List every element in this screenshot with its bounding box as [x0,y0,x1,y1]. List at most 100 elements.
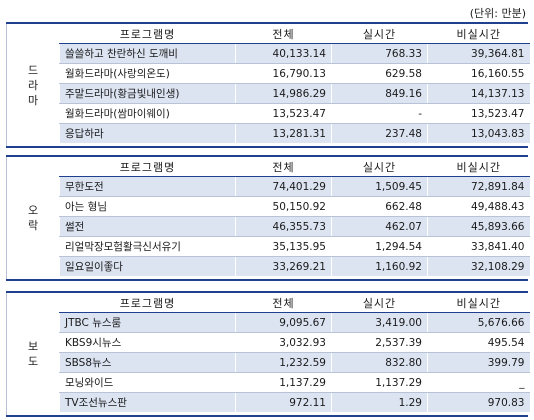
program-name-cell: 일요일이좋다 [59,256,236,276]
value-cell: 972.11 [235,392,332,412]
value-cell: 3,419.00 [331,312,428,333]
category-cell: 오락 [7,157,59,279]
value-cell: _ [427,372,530,393]
value-cell: 768.33 [331,43,428,64]
table-row: 응답하라 13,281.31 237.48 13,043.83 [59,123,530,143]
value-cell: 49,488.43 [427,196,530,217]
program-name-cell: 썰전 [59,216,236,237]
value-cell: 33,269.21 [235,256,332,276]
value-cell: 1,137.29 [235,372,332,393]
value-cell: 35,135.95 [235,236,332,257]
value-cell: 50,150.92 [235,196,332,217]
category-cell: 드라마 [7,24,59,146]
value-cell: 970.83 [427,392,530,412]
value-cell: 495.54 [427,332,530,353]
unit-label: (단위: 만분) [469,7,526,20]
table-row: TV조선뉴스판 972.11 1.29 970.83 [59,392,530,412]
program-name-cell: 리얼막장모험활극신서유기 [59,236,236,257]
column-header: 프로그램명 [59,293,236,313]
table-header-row: 프로그램명 전체 실시간 비실시간 [59,24,530,44]
program-name-cell: 월화드라마(쌈마이웨이) [59,103,236,124]
value-cell: 16,160.55 [427,63,530,84]
program-table: 프로그램명 전체 실시간 비실시간 무한도전 74,401.29 1,509.45 72,89… [59,157,530,276]
column-header: 실시간 [331,293,428,313]
value-cell: 1,294.54 [331,236,428,257]
value-cell: 14,986.29 [235,83,332,104]
category-label: 오락 [27,204,39,232]
value-cell: 662.48 [331,196,428,217]
column-header: 비실시간 [427,293,530,313]
program-name-cell: KBS9시뉴스 [59,332,236,353]
value-cell: 3,032.93 [235,332,332,353]
program-name-cell: SBS8뉴스 [59,352,236,373]
value-cell: 629.58 [331,63,428,84]
column-header: 비실시간 [427,157,530,177]
table-row: SBS8뉴스 1,232.59 832.80 399.79 [59,352,530,373]
column-header: 실시간 [331,24,428,44]
column-header: 전체 [235,293,332,313]
value-cell: 14,137.13 [427,83,530,104]
table-row: 썰전 46,355.73 462.07 45,893.66 [59,216,530,237]
column-header: 전체 [235,24,332,44]
table-row: 무한도전 74,401.29 1,509.45 72,891.84 [59,176,530,197]
column-header: 실시간 [331,157,428,177]
column-header: 프로그램명 [59,24,236,44]
table-row: 주말드라마(황금빛내인생) 14,986.29 849.16 14,137.13 [59,83,530,104]
value-cell: - [331,103,428,124]
program-name-cell: 월화드라마(사랑의온도) [59,63,236,84]
value-cell: 40,133.14 [235,43,332,64]
column-header: 비실시간 [427,24,530,44]
value-cell: 1.29 [331,392,428,412]
value-cell: 32,108.29 [427,256,530,276]
value-cell: 1,137.29 [331,372,428,393]
value-cell: 399.79 [427,352,530,373]
column-header: 전체 [235,157,332,177]
table-header-row: 프로그램명 전체 실시간 비실시간 [59,293,530,313]
category-label: 보도 [27,340,39,368]
value-cell: 16,790.13 [235,63,332,84]
table-row: 쓸쓸하고 찬란하신 도깨비 40,133.14 768.33 39,364.81 [59,43,530,64]
program-name-cell: 아는 형님 [59,196,236,217]
program-name-cell: 무한도전 [59,176,236,197]
value-cell: 849.16 [331,83,428,104]
table-row: KBS9시뉴스 3,032.93 2,537.39 495.54 [59,332,530,353]
value-cell: 13,523.47 [427,103,530,124]
value-cell: 5,676.66 [427,312,530,333]
section-2: 보도 프로그램명 전체 실시간 비실시간 JTBC 뉴스룸 9,095.67 3,419.00… [6,291,530,417]
table-row: 모닝와이드 1,137.29 1,137.29 _ [59,372,530,393]
value-cell: 45,893.66 [427,216,530,237]
program-name-cell: 모닝와이드 [59,372,236,393]
program-name-cell: TV조선뉴스판 [59,392,236,412]
category-label: 드라마 [27,63,39,107]
table-row: 월화드라마(사랑의온도) 16,790.13 629.58 16,160.55 [59,63,530,84]
table-row: JTBC 뉴스룸 9,095.67 3,419.00 5,676.66 [59,312,530,333]
program-name-cell: 주말드라마(황금빛내인생) [59,83,236,104]
program-name-cell: JTBC 뉴스룸 [59,312,236,333]
value-cell: 33,841.40 [427,236,530,257]
value-cell: 13,281.31 [235,123,332,143]
value-cell: 237.48 [331,123,428,143]
value-cell: 1,232.59 [235,352,332,373]
value-cell: 462.07 [331,216,428,237]
category-cell: 보도 [7,293,59,415]
value-cell: 1,160.92 [331,256,428,276]
section-0: 드라마 프로그램명 전체 실시간 비실시간 쓸쓸하고 찬란하신 도깨비 40,133.14 7… [6,22,530,148]
program-name-cell: 응답하라 [59,123,236,143]
program-table: 프로그램명 전체 실시간 비실시간 쓸쓸하고 찬란하신 도깨비 40,133.14 768.… [59,24,530,143]
column-header: 프로그램명 [59,157,236,177]
table-row: 일요일이좋다 33,269.21 1,160.92 32,108.29 [59,256,530,276]
value-cell: 2,537.39 [331,332,428,353]
program-table: 프로그램명 전체 실시간 비실시간 JTBC 뉴스룸 9,095.67 3,419.00 5,… [59,293,530,412]
value-cell: 72,891.84 [427,176,530,197]
value-cell: 13,523.47 [235,103,332,124]
section-1: 오락 프로그램명 전체 실시간 비실시간 무한도전 74,401.29 1,509.45 72,… [6,155,530,281]
table-row: 아는 형님 50,150.92 662.48 49,488.43 [59,196,530,217]
value-cell: 39,364.81 [427,43,530,64]
value-cell: 9,095.67 [235,312,332,333]
value-cell: 832.80 [331,352,428,373]
value-cell: 46,355.73 [235,216,332,237]
value-cell: 74,401.29 [235,176,332,197]
table-header-row: 프로그램명 전체 실시간 비실시간 [59,157,530,177]
value-cell: 13,043.83 [427,123,530,143]
program-name-cell: 쓸쓸하고 찬란하신 도깨비 [59,43,236,64]
